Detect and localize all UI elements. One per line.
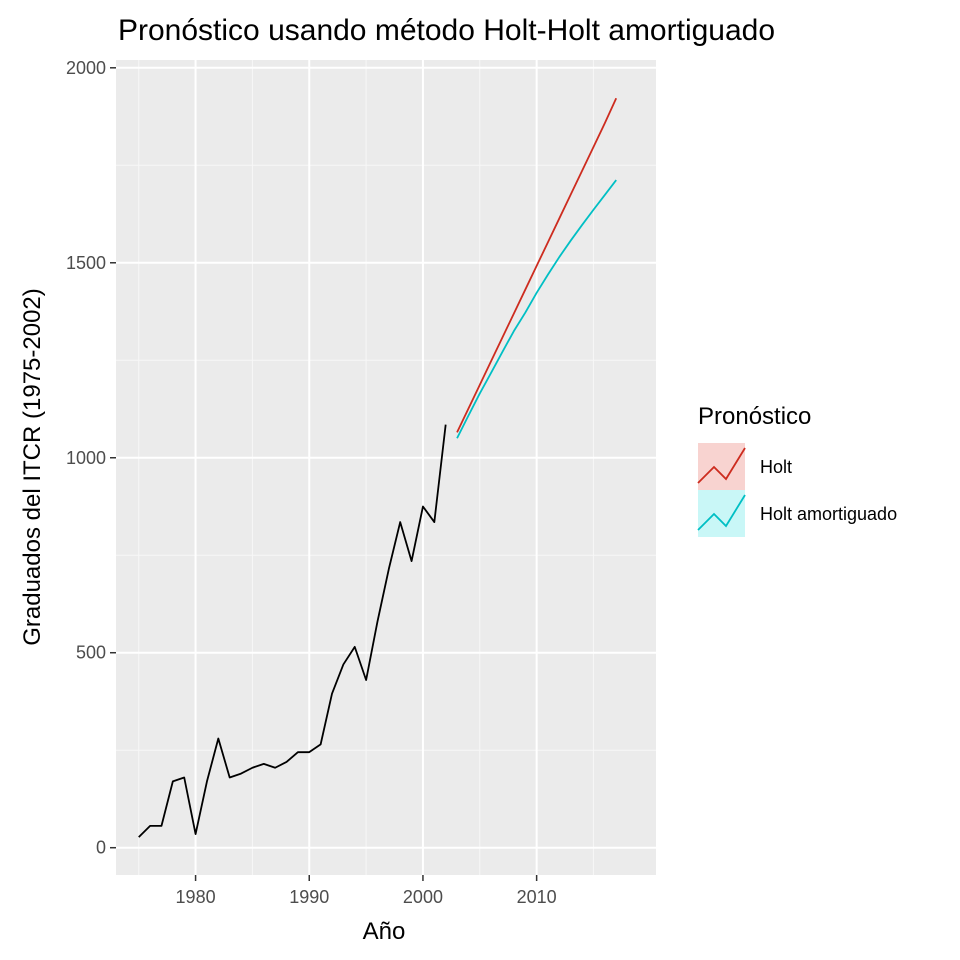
x-tick-label: 2010 (517, 887, 557, 907)
series-line-observed (138, 424, 447, 838)
legend-key (698, 443, 745, 490)
y-tick-label: 1500 (66, 253, 106, 273)
legend-label: Holt amortiguado (760, 504, 897, 524)
legend-label: Holt (760, 457, 792, 477)
chart-title: Pronóstico usando método Holt-Holt amort… (118, 14, 775, 47)
legend-key-line (697, 447, 746, 484)
y-tick-label: 1000 (66, 448, 106, 468)
series-line-holt-amortiguado (456, 179, 617, 439)
x-tick-label: 2000 (403, 887, 443, 907)
y-tick-label: 2000 (66, 58, 106, 78)
grid (116, 60, 656, 875)
x-tick-label: 1980 (176, 887, 216, 907)
x-axis: 1980 1990 2000 2010 (176, 875, 557, 907)
y-axis: 0 500 1000 1500 2000 (66, 58, 116, 858)
legend-key-line (697, 494, 746, 531)
series-line-holt (456, 97, 618, 433)
legend-key (698, 490, 745, 537)
y-axis-label: Graduados del ITCR (1975-2002) (19, 288, 46, 646)
legend: Pronóstico Holt Holt amortiguado (697, 403, 897, 537)
x-axis-label: Año (363, 918, 406, 945)
series-lines (138, 97, 618, 838)
x-tick-label: 1990 (289, 887, 329, 907)
y-tick-label: 500 (76, 643, 106, 663)
legend-title: Pronóstico (698, 403, 811, 430)
plot-panel (116, 60, 656, 875)
y-tick-label: 0 (96, 838, 106, 858)
